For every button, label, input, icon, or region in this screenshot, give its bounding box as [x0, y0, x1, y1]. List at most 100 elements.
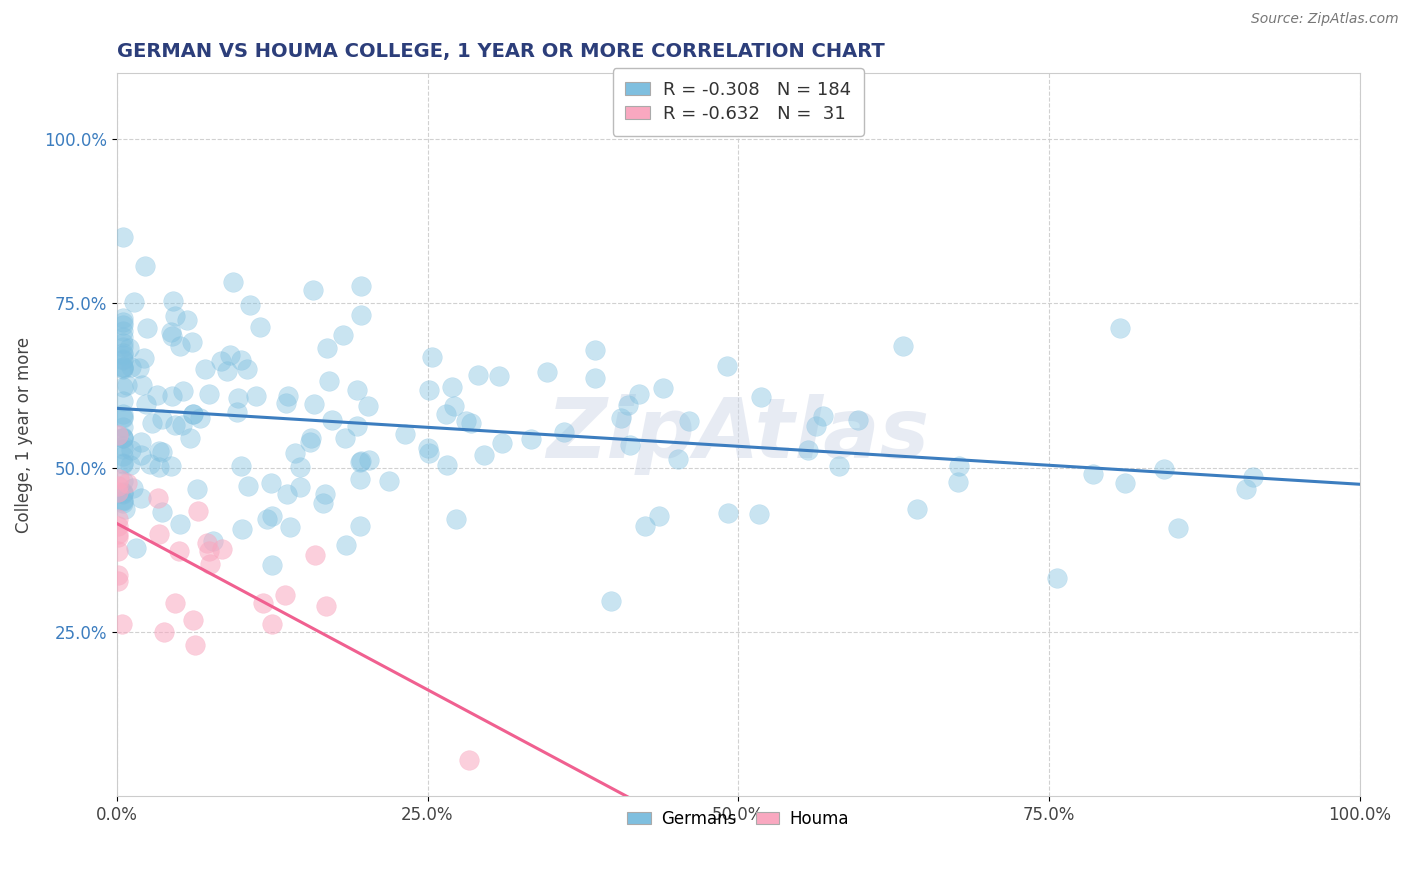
Point — [129, 491, 152, 506]
Point — [288, 460, 311, 475]
Point — [198, 557, 221, 571]
Point — [122, 294, 145, 309]
Point — [115, 475, 138, 490]
Point — [229, 459, 252, 474]
Point — [120, 442, 142, 457]
Point — [107, 531, 129, 545]
Point — [107, 519, 129, 533]
Point — [583, 343, 606, 357]
Point — [458, 753, 481, 767]
Point — [112, 361, 135, 376]
Point — [186, 482, 208, 496]
Point — [260, 558, 283, 573]
Point — [112, 315, 135, 329]
Point — [112, 496, 135, 510]
Point — [153, 624, 176, 639]
Point — [112, 420, 135, 434]
Point — [276, 395, 298, 409]
Point — [148, 443, 170, 458]
Point — [418, 441, 440, 455]
Point — [112, 345, 135, 359]
Point — [201, 534, 224, 549]
Point — [231, 522, 253, 536]
Point — [846, 413, 869, 427]
Point — [617, 398, 640, 412]
Point — [112, 442, 135, 456]
Point — [302, 397, 325, 411]
Point — [112, 362, 135, 376]
Point — [112, 393, 135, 408]
Point — [346, 384, 368, 398]
Point — [749, 390, 772, 404]
Point — [1234, 482, 1257, 496]
Point — [716, 359, 738, 373]
Point — [112, 485, 135, 500]
Point — [315, 599, 337, 614]
Point — [107, 568, 129, 582]
Point — [112, 359, 135, 374]
Point — [112, 318, 135, 333]
Point — [141, 416, 163, 430]
Point — [169, 544, 191, 558]
Point — [107, 472, 129, 486]
Point — [181, 613, 204, 627]
Point — [114, 501, 136, 516]
Point — [148, 459, 170, 474]
Point — [891, 339, 914, 353]
Point — [436, 458, 458, 473]
Point — [160, 325, 183, 339]
Point — [288, 481, 311, 495]
Point — [187, 504, 209, 518]
Point — [112, 485, 135, 500]
Point — [252, 596, 274, 610]
Point — [180, 335, 202, 350]
Point — [627, 387, 650, 401]
Text: Source: ZipAtlas.com: Source: ZipAtlas.com — [1251, 12, 1399, 26]
Point — [198, 544, 221, 558]
Point — [948, 475, 970, 489]
Point — [520, 432, 543, 446]
Point — [112, 348, 135, 362]
Point — [312, 496, 335, 510]
Point — [472, 448, 495, 462]
Point — [107, 512, 129, 526]
Point — [332, 328, 354, 343]
Point — [796, 442, 818, 457]
Point — [349, 455, 371, 469]
Point — [304, 549, 326, 563]
Point — [197, 387, 219, 401]
Point — [678, 414, 700, 428]
Point — [211, 541, 233, 556]
Point — [1241, 469, 1264, 483]
Point — [112, 353, 135, 368]
Point — [1046, 571, 1069, 585]
Point — [122, 481, 145, 495]
Point — [129, 434, 152, 449]
Point — [668, 452, 690, 467]
Point — [112, 340, 135, 354]
Point — [905, 502, 928, 516]
Point — [107, 527, 129, 541]
Point — [112, 408, 135, 422]
Point — [120, 359, 142, 374]
Point — [111, 617, 134, 632]
Point — [172, 418, 194, 433]
Point — [316, 341, 339, 355]
Point — [1167, 521, 1189, 535]
Point — [148, 491, 170, 506]
Point — [107, 574, 129, 588]
Point — [948, 458, 970, 473]
Point — [828, 459, 851, 474]
Point — [120, 458, 142, 473]
Point — [262, 508, 284, 523]
Point — [162, 294, 184, 309]
Point — [491, 436, 513, 450]
Point — [160, 329, 183, 343]
Point — [134, 259, 156, 273]
Point — [460, 416, 482, 430]
Point — [112, 494, 135, 508]
Point — [107, 479, 129, 493]
Point — [112, 474, 135, 488]
Point — [350, 279, 373, 293]
Point — [150, 505, 173, 519]
